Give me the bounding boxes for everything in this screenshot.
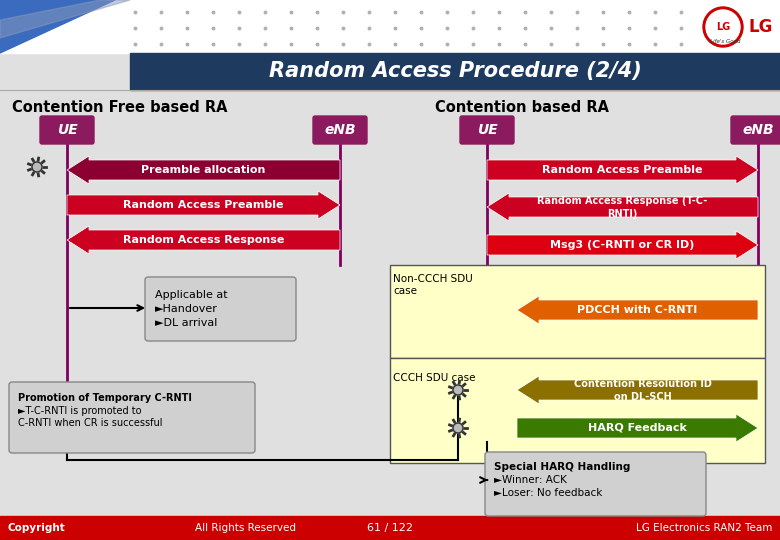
Bar: [390, 358, 765, 463]
Text: Random Access Preamble: Random Access Preamble: [123, 200, 284, 210]
Text: Contention Resolution ID: Contention Resolution ID: [573, 379, 711, 389]
Text: LG: LG: [748, 18, 772, 36]
Text: ►Handover: ►Handover: [155, 304, 218, 314]
FancyBboxPatch shape: [145, 277, 296, 341]
FancyBboxPatch shape: [313, 116, 367, 144]
Text: CCCH SDU case: CCCH SDU case: [393, 373, 476, 383]
FancyArrow shape: [487, 193, 758, 221]
Polygon shape: [0, 0, 130, 38]
Circle shape: [32, 162, 42, 172]
Bar: [0, 516, 780, 540]
Text: Random Access Procedure (2/4): Random Access Procedure (2/4): [268, 62, 641, 82]
Text: HARQ Feedback: HARQ Feedback: [588, 423, 687, 433]
Text: Random Access Response (T-C-: Random Access Response (T-C-: [537, 196, 707, 206]
Text: Preamble allocation: Preamble allocation: [141, 165, 266, 175]
Text: Msg3 (C-RNTI or CR ID): Msg3 (C-RNTI or CR ID): [551, 240, 695, 250]
Bar: [390, 265, 765, 358]
Text: 61 / 122: 61 / 122: [367, 523, 413, 533]
Text: Contention Free based RA: Contention Free based RA: [12, 99, 228, 114]
Text: UE: UE: [477, 123, 498, 137]
Text: Copyright: Copyright: [8, 523, 66, 533]
FancyArrow shape: [67, 226, 340, 254]
FancyBboxPatch shape: [485, 452, 706, 516]
Text: on DL-SCH: on DL-SCH: [614, 392, 672, 402]
Text: Random Access Preamble: Random Access Preamble: [542, 165, 703, 175]
Circle shape: [703, 7, 743, 47]
FancyBboxPatch shape: [731, 116, 780, 144]
FancyArrow shape: [517, 414, 758, 442]
Text: PDCCH with C-RNTI: PDCCH with C-RNTI: [577, 305, 697, 315]
Text: Contention based RA: Contention based RA: [435, 99, 609, 114]
FancyBboxPatch shape: [460, 116, 514, 144]
Text: Life's Good: Life's Good: [710, 39, 740, 44]
Text: Applicable at: Applicable at: [155, 290, 228, 300]
FancyArrow shape: [487, 156, 758, 184]
FancyArrow shape: [67, 156, 340, 184]
Bar: [0, 0, 780, 53]
Text: LG: LG: [716, 22, 730, 32]
Polygon shape: [0, 0, 115, 53]
Text: UE: UE: [57, 123, 77, 137]
Text: C-RNTI when CR is successful: C-RNTI when CR is successful: [18, 418, 162, 428]
Text: LG Electronics RAN2 Team: LG Electronics RAN2 Team: [636, 523, 772, 533]
Text: Random Access Response: Random Access Response: [122, 235, 284, 245]
FancyArrow shape: [487, 231, 758, 259]
FancyArrow shape: [67, 191, 340, 219]
Text: ►Winner: ACK: ►Winner: ACK: [494, 475, 567, 485]
Circle shape: [706, 10, 740, 44]
FancyArrow shape: [517, 376, 758, 404]
Text: ►DL arrival: ►DL arrival: [155, 318, 218, 328]
FancyBboxPatch shape: [40, 116, 94, 144]
Text: Special HARQ Handling: Special HARQ Handling: [494, 462, 630, 472]
Text: All Rights Reserved: All Rights Reserved: [195, 523, 296, 533]
FancyArrow shape: [517, 296, 758, 324]
Bar: [130, 53, 780, 90]
Text: ►T-C-RNTI is promoted to: ►T-C-RNTI is promoted to: [18, 406, 141, 416]
Text: ►Loser: No feedback: ►Loser: No feedback: [494, 488, 602, 498]
Text: Non-CCCH SDU
case: Non-CCCH SDU case: [393, 274, 473, 296]
Text: eNB: eNB: [324, 123, 356, 137]
Text: RNTI): RNTI): [608, 209, 638, 219]
Text: eNB: eNB: [743, 123, 774, 137]
Circle shape: [453, 385, 463, 395]
FancyBboxPatch shape: [9, 382, 255, 453]
Circle shape: [453, 423, 463, 433]
Text: Promotion of Temporary C-RNTI: Promotion of Temporary C-RNTI: [18, 393, 192, 403]
